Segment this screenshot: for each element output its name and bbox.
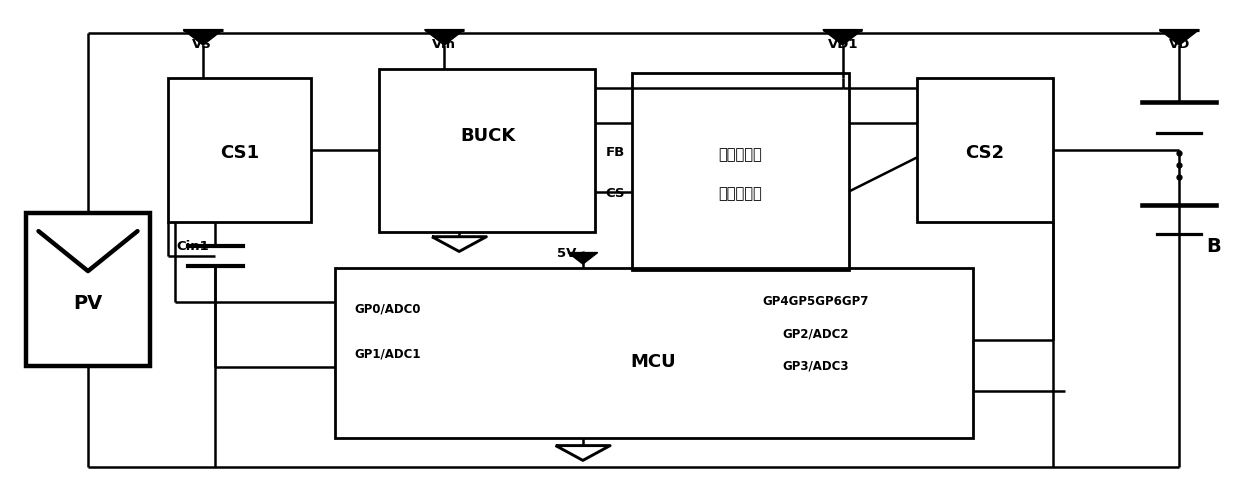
Text: B: B — [1207, 237, 1221, 256]
Text: 反馈控制网: 反馈控制网 — [718, 186, 761, 201]
Text: VD1: VD1 — [827, 38, 858, 51]
Bar — [916, 78, 1053, 222]
Bar — [378, 69, 595, 232]
Text: VD: VD — [1168, 38, 1190, 51]
Text: 电压和电流: 电压和电流 — [718, 148, 761, 163]
Polygon shape — [184, 30, 223, 45]
Polygon shape — [1159, 30, 1199, 45]
Text: GP0/ADC0: GP0/ADC0 — [355, 302, 420, 315]
Bar — [336, 268, 972, 439]
Text: 5V: 5V — [557, 246, 577, 259]
Polygon shape — [823, 30, 863, 45]
Polygon shape — [568, 253, 598, 264]
Polygon shape — [424, 30, 464, 45]
Bar — [632, 73, 849, 270]
Text: CS1: CS1 — [221, 143, 259, 162]
Text: BUCK: BUCK — [460, 127, 516, 145]
Text: GP1/ADC1: GP1/ADC1 — [355, 348, 420, 361]
Text: GP3/ADC3: GP3/ADC3 — [782, 359, 848, 372]
Text: GP4GP5GP6GP7: GP4GP5GP6GP7 — [763, 295, 869, 308]
Polygon shape — [432, 237, 486, 252]
Text: CS: CS — [605, 187, 625, 200]
Text: Vin: Vin — [433, 38, 456, 51]
Text: GP2/ADC2: GP2/ADC2 — [782, 327, 848, 340]
Text: VS: VS — [192, 38, 212, 51]
Text: CS2: CS2 — [966, 143, 1004, 162]
Bar — [169, 78, 311, 222]
Text: Cin1: Cin1 — [177, 240, 210, 253]
Polygon shape — [556, 446, 610, 460]
Text: PV: PV — [73, 295, 103, 313]
Bar — [26, 213, 150, 367]
Text: FB: FB — [605, 146, 625, 159]
Text: MCU: MCU — [631, 353, 676, 370]
